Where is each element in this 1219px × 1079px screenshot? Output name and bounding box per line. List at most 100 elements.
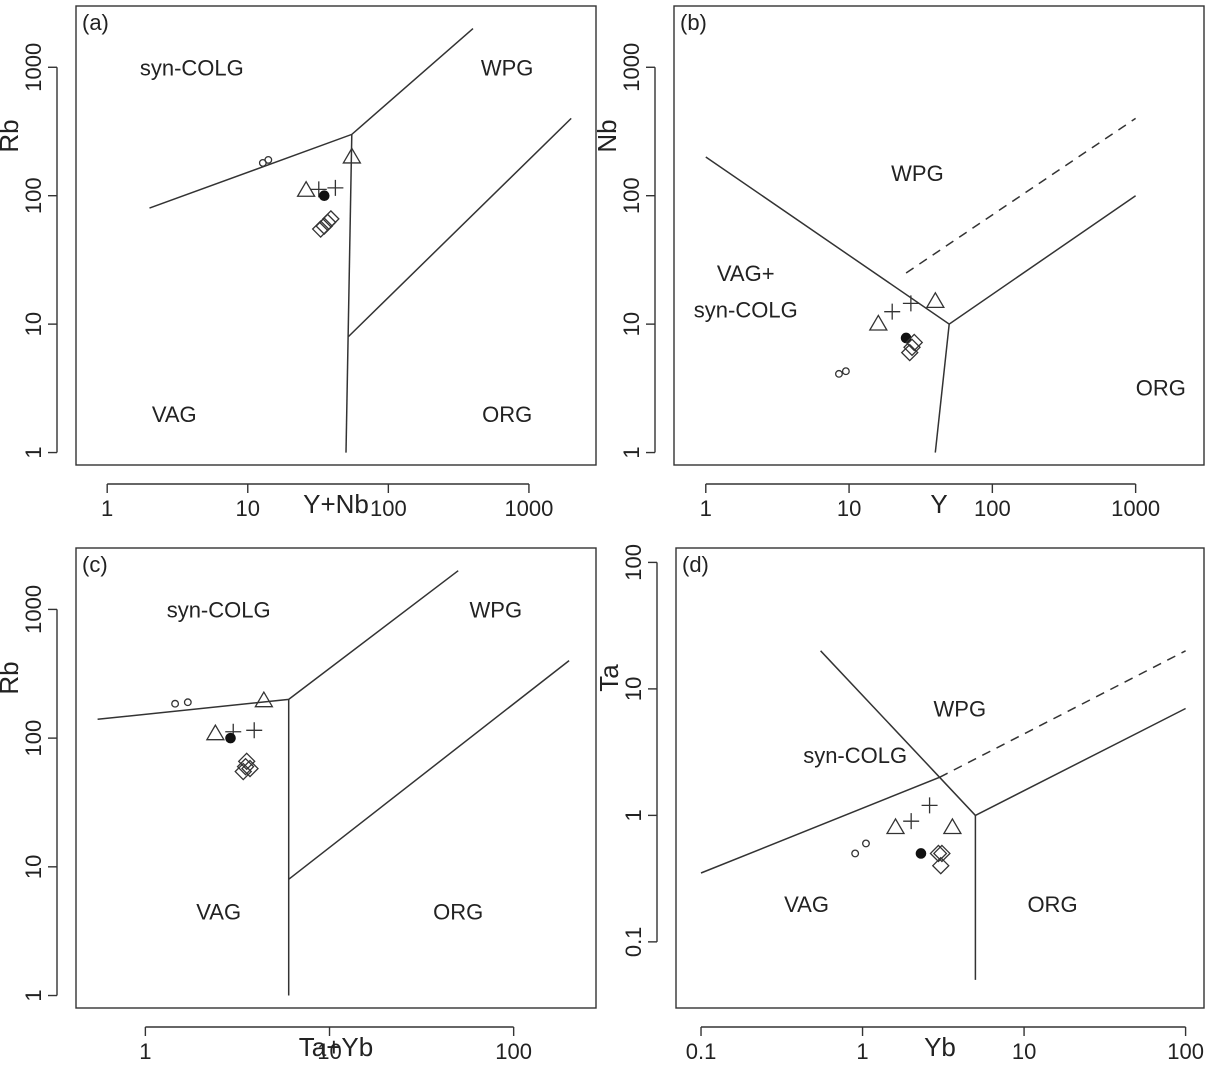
x-tick-label: 0.1 xyxy=(686,1039,717,1064)
y-tick-label: 10 xyxy=(621,677,646,701)
diamond-marker xyxy=(932,844,951,863)
small-circle-marker xyxy=(862,839,870,848)
diamond-marker xyxy=(311,220,330,238)
diamond-marker xyxy=(234,762,253,781)
boundary-line xyxy=(700,707,1186,874)
small-circle-marker xyxy=(835,369,843,378)
plus-marker xyxy=(246,722,263,739)
y-tick-label: 100 xyxy=(21,177,46,214)
x-tick-label: 1 xyxy=(700,496,712,521)
x-axis-title: Y+Nb xyxy=(303,489,369,519)
plus-marker xyxy=(921,797,938,814)
x-tick-label: 100 xyxy=(370,496,407,521)
plus-marker xyxy=(902,295,919,312)
dashed-boundary-line xyxy=(939,650,1186,778)
panel-label: (b) xyxy=(680,10,707,35)
panel-label: (a) xyxy=(82,10,109,35)
panel-a: 1 10 100 1000 1 10 100 1000 Y+Nb Rb (a) syn-COLG WPG… xyxy=(0,5,597,521)
plot-frame xyxy=(673,5,1205,466)
region-label: ORG xyxy=(1136,376,1186,401)
region-label: WPG xyxy=(481,55,534,80)
diamond-marker xyxy=(236,757,255,776)
plus-marker xyxy=(884,303,901,320)
y-tick-label: 10 xyxy=(619,312,644,336)
diamond-marker xyxy=(315,217,334,236)
plus-marker xyxy=(310,181,327,198)
x-tick-label: 10 xyxy=(317,1039,341,1064)
triangle-marker xyxy=(342,147,362,164)
x-axis-title: Yb xyxy=(924,1032,956,1062)
region-label: syn-COLG xyxy=(803,743,907,768)
panel-d: 0.1 1 10 100 0.1 1 10 100 Yb Ta (d) WPG syn-COLG VAG O… xyxy=(594,544,1205,1064)
y-tick-label: 1 xyxy=(21,446,46,458)
region-label: VAG+ xyxy=(717,261,775,286)
triangle-marker xyxy=(868,314,888,331)
small-circle-marker xyxy=(851,849,860,858)
diamond-marker xyxy=(321,209,340,228)
diamond-marker xyxy=(318,213,337,232)
x-tick-label: 1000 xyxy=(1111,496,1160,521)
triangle-marker xyxy=(942,817,963,835)
y-tick-label: 1 xyxy=(21,989,46,1001)
region-label: syn-COLG xyxy=(140,55,244,80)
panel-c: 1 10 100 1 10 100 1000 Ta+Yb Rb (c) syn-COLG WPG VAG… xyxy=(0,547,597,1064)
region-label: WPG xyxy=(934,696,987,721)
region-label: VAG xyxy=(152,402,197,427)
x-tick-label: 1 xyxy=(101,496,113,521)
triangle-marker xyxy=(925,291,945,309)
boundary-line xyxy=(288,660,570,880)
y-tick-label: 100 xyxy=(621,544,646,581)
panel-label: (c) xyxy=(82,552,108,577)
y-tick-label: 1000 xyxy=(21,585,46,634)
plus-marker xyxy=(903,813,920,830)
region-label: syn-COLG xyxy=(167,597,271,622)
boundary-line xyxy=(345,134,353,453)
x-tick-label: 1 xyxy=(139,1039,151,1064)
diamond-marker xyxy=(903,338,921,357)
x-tick-label: 10 xyxy=(236,496,260,521)
region-label: ORG xyxy=(433,899,483,924)
x-tick-label: 10 xyxy=(1012,1039,1036,1064)
panel-label: (d) xyxy=(682,552,709,577)
filled-circle-marker xyxy=(318,190,330,202)
panel-b: 1 10 100 1000 1 10 100 1000 Y Nb (b) WPG VAG+ syn-COL… xyxy=(592,5,1205,521)
triangle-marker xyxy=(254,690,274,708)
triangle-marker xyxy=(296,180,316,197)
filled-circle-marker xyxy=(915,848,927,859)
diamond-marker xyxy=(905,333,924,352)
boundary-line xyxy=(934,324,950,453)
plus-marker xyxy=(327,179,344,196)
boundary-line xyxy=(97,570,459,721)
x-tick-label: 1 xyxy=(856,1039,868,1064)
y-tick-label: 1 xyxy=(619,446,644,458)
y-tick-label: 1000 xyxy=(619,43,644,92)
y-tick-label: 1000 xyxy=(21,43,46,92)
region-label: ORG xyxy=(482,402,532,427)
region-label: VAG xyxy=(784,892,829,917)
plot-frame xyxy=(75,5,597,466)
y-tick-label: 1 xyxy=(621,809,646,821)
y-tick-label: 100 xyxy=(21,720,46,757)
boundary-line xyxy=(347,117,572,338)
y-axis-title: Ta xyxy=(594,664,624,692)
x-tick-label: 100 xyxy=(495,1039,532,1064)
y-tick-label: 0.1 xyxy=(621,927,646,958)
diamond-marker xyxy=(237,752,256,771)
diamond-marker xyxy=(929,844,948,863)
dashed-boundary-line xyxy=(905,117,1137,274)
region-label: syn-COLG xyxy=(694,297,798,322)
small-circle-marker xyxy=(841,367,850,376)
triangle-marker xyxy=(205,723,226,741)
region-label: WPG xyxy=(891,161,944,186)
triangle-marker xyxy=(885,817,906,835)
diamond-marker xyxy=(931,856,950,875)
region-label: VAG xyxy=(196,899,241,924)
y-tick-label: 10 xyxy=(21,855,46,879)
x-tick-label: 100 xyxy=(974,496,1011,521)
region-label: ORG xyxy=(1027,892,1077,917)
small-circle-marker xyxy=(171,699,180,708)
small-circle-marker xyxy=(183,698,192,707)
y-tick-label: 10 xyxy=(21,312,46,336)
plot-frame xyxy=(75,547,597,1009)
